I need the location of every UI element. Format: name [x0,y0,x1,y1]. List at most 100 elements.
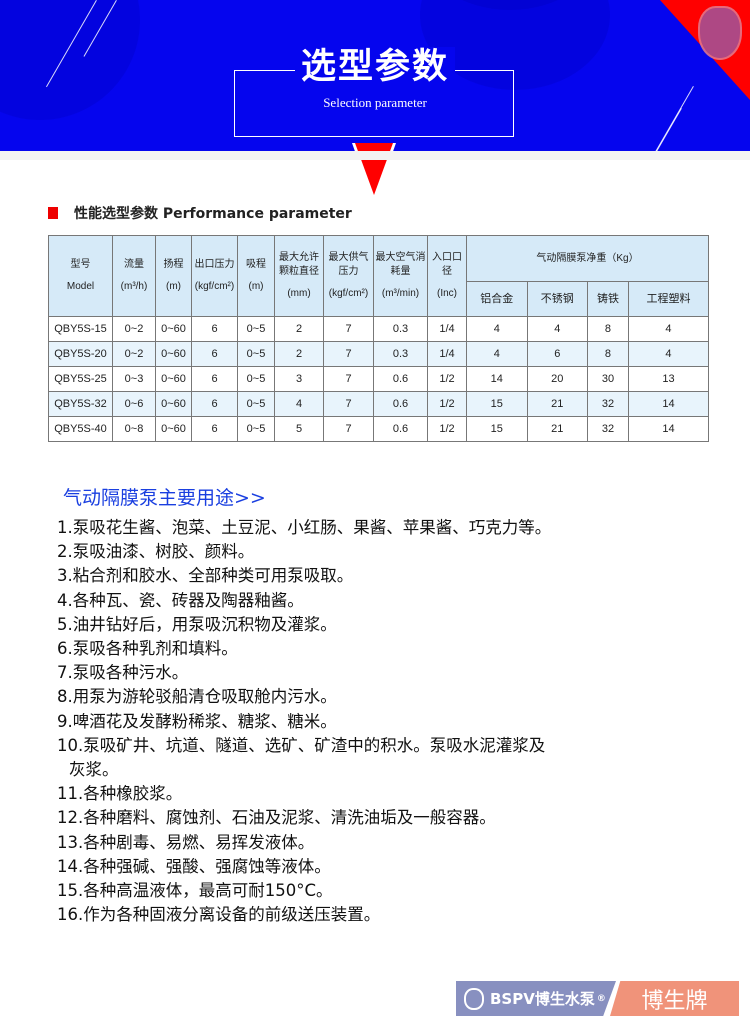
logo-icon [464,987,484,1010]
table-cell: 14 [627,391,710,417]
table-cell: 7 [323,391,374,417]
list-item: 12.各种磨料、腐蚀剂、石油及泥浆、清洗油垢及一般容器。 [57,808,496,828]
table-cell: 3 [274,366,324,392]
table-cell: 32 [587,391,629,417]
table-cell: 0~5 [237,391,275,417]
table-row: QBY5S-32 0~6 0~60 6 0~5 4 7 0.6 1/2 15 21 32 14 [48,391,710,417]
decor-circle [420,0,600,10]
brand-name: 博生牌 [610,981,739,1016]
table-cell: 32 [587,416,629,442]
table-cell: 14 [627,416,710,442]
table-cell: 0~60 [155,316,192,342]
table-cell: 0~60 [155,391,192,417]
group-header: 气动隔膜泵净重（Kg） [466,235,709,282]
banner-title: 选型参数 [294,47,455,87]
table-cell: 7 [323,416,374,442]
list-item: 14.各种强碱、强酸、强腐蚀等液体。 [57,856,331,876]
table-cell: 15 [466,416,528,442]
table-cell: QBY5S-32 [48,391,113,417]
table-cell: 1/2 [427,416,467,442]
table-cell: 0~60 [155,341,192,367]
table-cell: 0~60 [155,416,192,442]
table-cell: 6 [191,391,238,417]
uses-list: 1.泵吸花生酱、泡菜、土豆泥、小红肠、果酱、苹果酱、巧克力等。 2.泵吸油漆、树胶… [57,516,551,927]
table-cell: 0.3 [373,341,428,367]
list-item: 10.泵吸矿井、坑道、隧道、选矿、矿渣中的积水。泵吸水泥灌浆及 [57,735,546,755]
table-cell: 0.3 [373,316,428,342]
table-cell: 6 [191,316,238,342]
table-cell: 0~8 [112,416,156,442]
table-cell: 0.6 [373,416,428,442]
table-cell: QBY5S-15 [48,316,113,342]
table-cell: 6 [191,341,238,367]
table-cell: 14 [466,366,528,392]
table-cell: 8 [587,316,629,342]
table-cell: 20 [526,366,588,392]
brand-text: BSPV博生水泵 [490,990,595,1008]
sub-header: 不锈钢 [526,281,588,317]
list-item: 15.各种高温液体，最高可耐150°C。 [57,881,333,901]
table-cell: 4 [526,316,588,342]
table-cell: 0~6 [112,391,156,417]
list-item: 3.粘合剂和胶水、全部种类可用泵吸取。 [57,566,354,586]
table-cell: 4 [627,341,710,367]
table-cell: 1/2 [427,366,467,392]
list-item: 8.用泵为游轮驳船清仓吸取舱内污水。 [57,687,337,707]
footer-brand: BSPV博生水泵 ® 博生牌 [456,981,739,1016]
table-cell: 15 [466,391,528,417]
section-heading: 性能选型参数 Performance parameter [48,203,352,223]
table-cell: 0~2 [112,341,156,367]
table-cell: 0~2 [112,316,156,342]
table-cell: 7 [323,366,374,392]
table-cell: 21 [526,391,588,417]
table-cell: 0~5 [237,316,275,342]
column-header: 入口口径 (Inc) [427,235,467,317]
sub-header: 铸铁 [587,281,629,317]
table-cell: 7 [323,316,374,342]
table-cell: 30 [587,366,629,392]
list-item: 2.泵吸油漆、树胶、颜料。 [57,542,255,562]
list-item: 16.作为各种固液分离设备的前级送压装置。 [57,905,381,925]
registered-mark: ® [596,993,606,1004]
column-header: 吸程 (m) [237,235,275,317]
table-cell: 2 [274,316,324,342]
column-header: 型号 Model [48,235,113,317]
table-cell: QBY5S-25 [48,366,113,392]
divider-band [0,151,750,160]
table-row: QBY5S-40 0~8 0~60 6 0~5 5 7 0.6 1/2 15 21 32 14 [48,416,710,442]
table-cell: QBY5S-20 [48,341,113,367]
table-cell: 0~5 [237,366,275,392]
list-item: 7.泵吸各种污水。 [57,663,189,683]
table-cell: 1/4 [427,316,467,342]
table-cell: 0~60 [155,366,192,392]
list-item: 5.油井钻好后，用泵吸沉积物及灌浆。 [57,614,337,634]
table-row: QBY5S-20 0~2 0~60 6 0~5 2 7 0.3 1/4 4 6 8 4 [48,341,710,367]
sub-header: 工程塑料 [627,281,710,317]
table-cell: 2 [274,341,324,367]
table-cell: 1/4 [427,341,467,367]
table-cell: 0~5 [237,416,275,442]
column-header: 最大允许颗粒直径 (mm) [274,235,324,317]
column-header: 出口压力 (kgf/cm²) [191,235,238,317]
table-cell: 5 [274,416,324,442]
table-cell: 6 [191,366,238,392]
list-item: 9.啤酒花及发酵粉稀浆、糖浆、糖米。 [57,711,337,731]
table-cell: 8 [587,341,629,367]
table-cell: 13 [627,366,710,392]
table-cell: 4 [627,316,710,342]
brand-logo: BSPV博生水泵 ® [456,981,616,1016]
performance-table: 型号 Model 流量 (m³/h) 扬程 (m) 出口压力 (kgf/cm²) 吸程 (m) 最大… [48,235,710,442]
table-cell: QBY5S-40 [48,416,113,442]
list-item: 1.泵吸花生酱、泡菜、土豆泥、小红肠、果酱、苹果酱、巧克力等。 [57,518,552,537]
red-square-icon [48,207,58,219]
list-item: 4.各种瓦、瓷、砖器及陶器釉酱。 [57,590,304,610]
table-cell: 4 [466,341,528,367]
column-header: 流量 (m³/h) [112,235,156,317]
table-cell: 0.6 [373,391,428,417]
table-cell: 0~5 [237,341,275,367]
column-header: 最大供气压力 (kgf/cm²) [323,235,374,317]
list-item: 6.泵吸各种乳剂和填料。 [57,639,238,659]
table-cell: 6 [191,416,238,442]
sub-header: 铝合金 [466,281,528,317]
header-banner: 选型参数 Selection parameter [0,0,750,151]
